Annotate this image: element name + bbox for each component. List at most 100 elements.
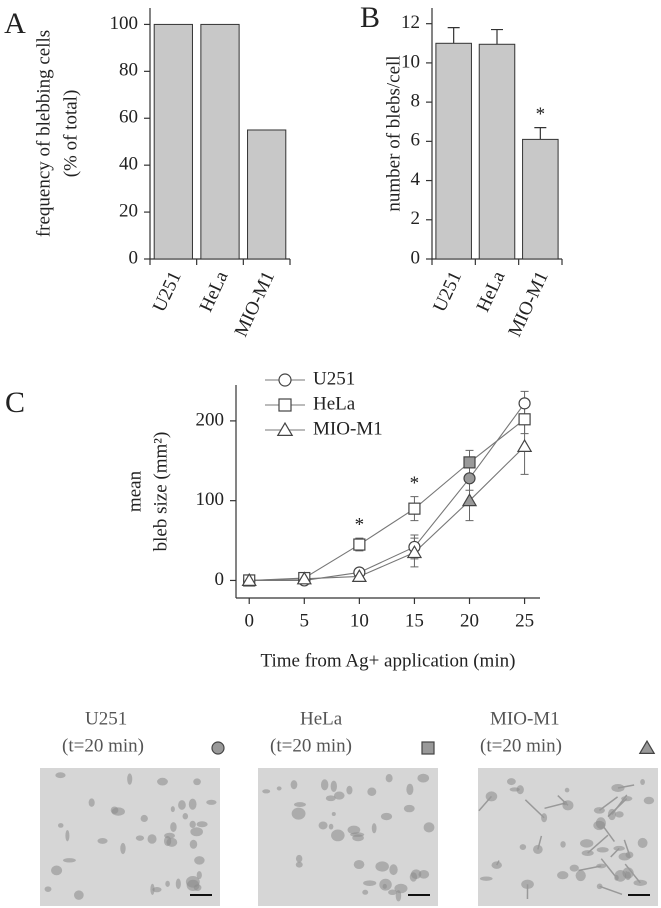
y-axis-label: mean: [124, 470, 145, 512]
cell: [182, 813, 189, 820]
micrograph: [40, 768, 220, 906]
y-tick-label: 0: [411, 247, 421, 268]
cell: [127, 773, 133, 785]
micrograph: [478, 768, 658, 906]
panel-label: B: [360, 1, 380, 34]
x-tick-label: HeLa: [473, 268, 510, 316]
y-axis-label: bleb size (mm²): [150, 432, 171, 552]
cell: [320, 779, 329, 791]
marker: [408, 502, 421, 515]
cell: [164, 832, 175, 839]
panel-label: C: [5, 386, 25, 419]
marker: [406, 545, 423, 559]
cell: [140, 814, 148, 823]
marker: [516, 438, 533, 452]
process: [623, 839, 631, 856]
process: [478, 795, 493, 812]
x-tick-label: U251: [429, 268, 466, 315]
y-tick-label: 20: [119, 200, 138, 221]
cell: [170, 822, 177, 832]
cell: [189, 839, 198, 849]
cell: [560, 841, 566, 848]
cell: [293, 802, 306, 807]
cell: [581, 850, 594, 857]
y-tick-label: 0: [129, 247, 139, 268]
cell: [325, 795, 336, 802]
cell: [615, 811, 624, 818]
cell: [613, 845, 625, 851]
y-tick-label: 80: [119, 60, 138, 81]
cell: [65, 830, 70, 842]
cell: [88, 798, 95, 807]
cell: [637, 837, 648, 849]
micrograph-label: HeLa: [300, 708, 343, 729]
cell: [178, 800, 186, 810]
cell: [175, 878, 181, 890]
x-axis-label: Time from Ag+ application (min): [261, 650, 516, 671]
process: [617, 784, 635, 789]
marker: [463, 456, 476, 469]
cell: [189, 820, 196, 829]
cell: [519, 844, 527, 850]
micrograph-time: (t=20 min): [270, 735, 352, 756]
cell: [406, 783, 414, 796]
marker: [351, 568, 368, 583]
cell: [276, 786, 282, 791]
cell: [379, 878, 392, 891]
x-tick-label: MIO-M1: [504, 268, 552, 340]
bar: [522, 138, 559, 260]
cell: [330, 780, 337, 793]
cell: [423, 822, 435, 833]
series-line: [249, 403, 526, 581]
y-tick-label: 40: [119, 154, 138, 175]
y-tick-label: 200: [196, 409, 225, 430]
x-tick-label: HeLa: [196, 268, 233, 316]
process: [600, 858, 618, 879]
cell: [409, 872, 418, 882]
cell: [55, 772, 66, 779]
y-tick-label: 12: [401, 12, 420, 33]
bar: [435, 42, 472, 260]
error-bar: [447, 27, 460, 44]
x-tick-label: 20: [460, 610, 479, 631]
marker: [241, 572, 257, 586]
cell: [331, 829, 345, 842]
cell: [564, 787, 570, 793]
micrograph-icon: [211, 741, 225, 755]
legend-marker: [278, 373, 292, 387]
cell: [120, 842, 126, 855]
y-tick-label: 4: [411, 169, 421, 190]
process: [611, 794, 628, 815]
cell: [97, 837, 108, 844]
x-tick-label: 15: [405, 610, 424, 631]
bar: [200, 23, 240, 260]
cell: [147, 834, 157, 844]
annotation: *: [536, 104, 546, 125]
y-tick-label: 100: [110, 13, 139, 34]
process: [537, 835, 543, 850]
y-axis-label: (% of total): [60, 90, 81, 178]
legend-label: U251: [313, 368, 355, 389]
x-tick-label: U251: [149, 268, 186, 315]
marker: [518, 413, 531, 426]
cell: [196, 821, 208, 828]
x-tick-label: MIO-M1: [231, 268, 279, 340]
cell: [166, 837, 178, 847]
cell: [557, 871, 569, 880]
micrograph-label: MIO-M1: [490, 708, 560, 729]
marker: [461, 493, 478, 507]
cell: [353, 859, 365, 870]
cell: [188, 798, 197, 810]
legend-marker: [276, 421, 294, 436]
process: [544, 802, 566, 810]
process: [600, 822, 615, 843]
cell: [395, 890, 402, 902]
cell: [516, 785, 524, 795]
cell: [206, 799, 217, 805]
cell: [507, 778, 516, 786]
cell: [569, 864, 579, 872]
cell: [290, 780, 298, 790]
cell: [157, 777, 168, 786]
bar: [153, 23, 193, 260]
cell: [74, 890, 84, 900]
